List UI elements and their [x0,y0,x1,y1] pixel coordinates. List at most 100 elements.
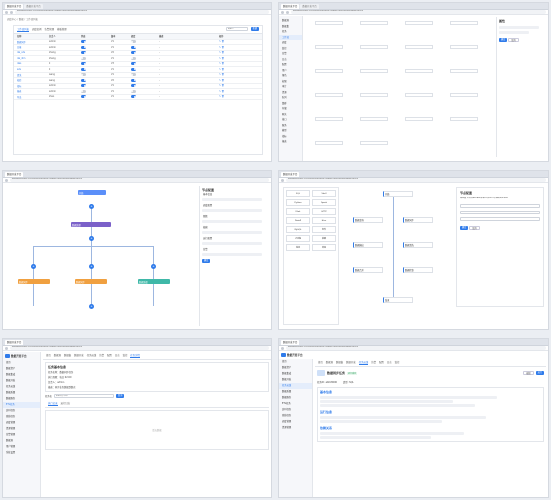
delete-icon[interactable]: 🗑 [221,56,225,60]
page-tab[interactable]: 监控 [394,361,400,364]
nav-item[interactable]: 数据资产 [6,367,16,370]
delete-icon[interactable]: 🗑 [221,78,225,82]
tree-item[interactable]: 用户 [282,68,287,72]
new-button[interactable]: 新建 [250,27,259,31]
add-node-icon[interactable]: + [89,236,94,241]
back-icon[interactable] [281,10,284,14]
tree-item[interactable]: 工作流 [279,34,302,40]
tab-alerts[interactable]: 告警管理 [44,28,55,31]
tree-item[interactable]: 调度 [282,41,287,44]
page-tab[interactable]: 告警 [371,361,377,364]
confirm-button[interactable]: 确定 [202,259,211,263]
nav-item[interactable]: 数据服务 [6,397,16,400]
tree-item[interactable]: 数据集 [282,24,289,28]
add-node-icon[interactable]: + [31,264,36,269]
nav-item[interactable]: 数据质量 [6,391,16,394]
delete-icon[interactable]: 🗑 [221,95,225,99]
palette-item[interactable]: MySQL [286,226,310,233]
tree-node[interactable] [405,21,433,25]
page-tab[interactable]: 数据源 [325,361,333,364]
tree-node[interactable] [315,141,343,145]
edit-icon[interactable]: ✎ [219,78,222,82]
page-tab[interactable]: 数据开发 [74,354,84,357]
nav-item[interactable]: 实时任务 [6,409,16,412]
param-input[interactable] [460,217,540,221]
nav-item[interactable]: 调度管理 [282,420,292,423]
schedule-toggle[interactable] [131,73,136,77]
delete-icon[interactable]: 🗑 [221,51,225,55]
tab-templates[interactable]: 模板管理 [57,28,67,31]
confirm-button[interactable]: 确定 [460,225,469,230]
tree-node[interactable] [405,69,433,73]
tree-node[interactable] [315,21,343,25]
flow-node[interactable]: 数据质量 [138,279,170,284]
tree-item[interactable]: 存储 [282,107,287,110]
schedule-toggle[interactable] [131,51,136,55]
tree-node[interactable] [450,93,478,97]
delete-icon[interactable]: 🗑 [221,40,225,44]
tree-node[interactable] [315,117,343,121]
nav-item[interactable]: 数据源 [6,439,13,442]
schedule-toggle[interactable] [131,78,136,82]
page-tab[interactable]: 监控 [122,354,128,357]
nav-item[interactable]: 数据集成 [6,373,16,376]
nav-item[interactable]: 资源管理 [282,426,292,429]
page-tab[interactable]: 首页 [318,361,323,364]
tree-item[interactable]: 权限 [282,79,287,83]
browser-tab[interactable]: 数据开发平台 [281,3,300,9]
tree-node[interactable] [450,45,478,49]
flow-node[interactable]: 数据处理 [71,222,111,227]
tree-item[interactable]: 队列 [282,96,287,99]
flow-node[interactable]: 数据同步 [18,279,50,284]
tree-node[interactable] [450,69,478,73]
page-tab[interactable]: 配置 [107,354,112,357]
nav-item[interactable]: 实时任务 [282,408,292,411]
panel-item[interactable]: 运行配置 [203,237,213,240]
tree-item[interactable]: 集群 [282,101,287,105]
palette-item[interactable]: Shell [312,190,336,197]
tree-item[interactable]: 日志 [282,57,287,61]
nav-item[interactable]: 资源管理 [6,427,16,430]
delete-icon[interactable]: 🗑 [221,89,225,93]
status-toggle[interactable] [81,73,86,77]
browser-tab[interactable]: 数据开发平台 [24,3,43,9]
nav-item[interactable]: 告警管理 [6,433,16,436]
panel-item[interactable]: 调度配置 [203,204,213,207]
tree-node[interactable] [405,45,433,49]
edit-icon[interactable]: ✎ [219,95,222,99]
flow-node[interactable]: 数据输出 [353,242,383,248]
address-bar[interactable]: datawarehouse.cn/#/workflow/detail?id=bf… [10,346,269,350]
palette-item[interactable]: 条件 [312,226,336,233]
tree-item[interactable]: 任务 [282,30,287,33]
page-tab[interactable]: 日志 [114,354,120,357]
delete-icon[interactable]: 🗑 [221,45,225,49]
param-input[interactable] [460,204,540,208]
back-icon[interactable] [5,10,8,14]
flow-node[interactable]: 数据同步 [403,217,433,223]
edit-icon[interactable]: ✎ [219,73,222,77]
address-bar[interactable]: datawarehouse.cn/#/workflow/detail?id=bf… [291,10,546,14]
tab-records[interactable]: 执行记录 [48,402,58,406]
tree-item[interactable]: 配置 [282,63,287,66]
panel-item[interactable]: 依赖 [203,226,208,229]
schedule-toggle[interactable] [131,95,136,99]
palette-item[interactable]: Python [286,199,310,206]
browser-tab[interactable]: 数据开发平台 [5,3,24,9]
status-toggle[interactable] [81,62,86,66]
flow-node[interactable]: 结束 [383,297,413,303]
query-button[interactable]: 查询 [115,394,125,398]
nav-item[interactable]: ETL任务 [3,402,40,408]
schedule-toggle[interactable] [131,62,136,66]
flow-node[interactable]: 数据清洗 [403,242,433,248]
nav-item[interactable]: 系统设置 [6,451,16,454]
delete-icon[interactable]: 🗑 [221,84,225,88]
panel-item[interactable]: 参数 [203,215,208,218]
palette-item[interactable]: HTTP [312,208,336,215]
tree-item[interactable]: 接口 [282,118,287,121]
tree-item[interactable]: 服务 [282,123,287,127]
status-toggle[interactable] [81,78,86,82]
nav-item[interactable]: 首页 [282,360,287,363]
param-input[interactable] [460,210,540,214]
address-bar[interactable]: datawarehouse.cn/#/workflow/detail?id=bf… [286,346,546,350]
tree-item[interactable]: 网关 [282,112,287,116]
